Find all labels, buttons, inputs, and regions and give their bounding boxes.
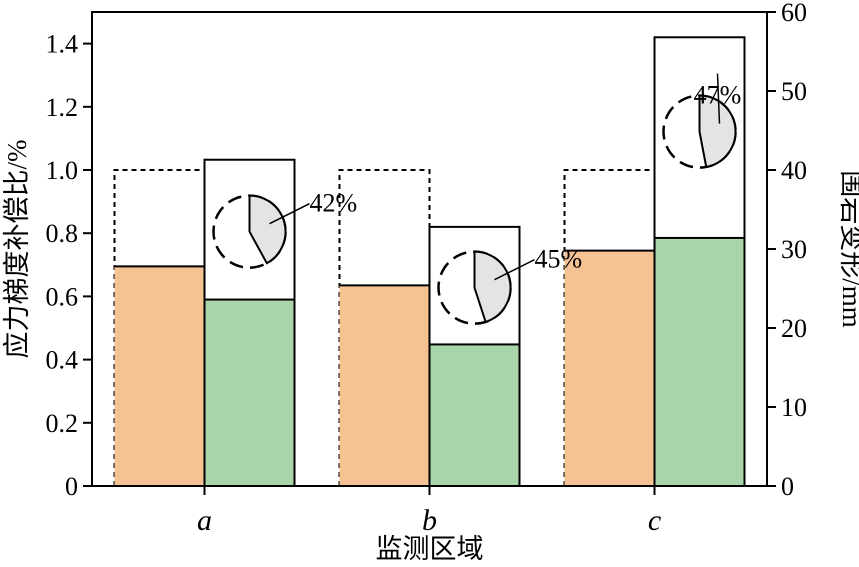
bar-series1 — [339, 285, 430, 486]
y-tick-label: 0.4 — [46, 346, 79, 375]
x-tick-label: a — [197, 504, 212, 537]
y2-tick-label: 10 — [781, 393, 807, 422]
y-tick-label: 0.8 — [46, 219, 79, 248]
pie-slice — [248, 194, 287, 265]
x-axis-title: 监测区域 — [376, 534, 484, 564]
y-tick-label: 1.4 — [46, 30, 79, 59]
y2-axis-title: 围岩变形/mm — [837, 170, 859, 328]
x-tick-label: c — [648, 504, 661, 537]
pie-percent-label: 45% — [535, 245, 583, 274]
pie-slice — [698, 94, 737, 169]
y2-tick-label: 20 — [781, 314, 807, 343]
pie-leader-line — [716, 73, 721, 124]
y-tick-label: 0.2 — [46, 409, 79, 438]
bar-series1 — [564, 250, 655, 486]
bar-series1 — [114, 266, 205, 486]
y2-tick-label: 50 — [781, 77, 807, 106]
bar-series2 — [653, 236, 746, 487]
pie-leader-line — [494, 258, 535, 281]
y-axis-title: 应力梯度补偿比/% — [2, 140, 32, 359]
y-tick-label: 1.0 — [46, 156, 79, 185]
y2-tick-label: 0 — [781, 472, 794, 501]
y-tick-label: 0.6 — [46, 282, 79, 311]
y2-tick-label: 60 — [781, 0, 807, 27]
bars-layer — [113, 36, 746, 487]
y2-tick-label: 30 — [781, 235, 807, 264]
x-axis: a b c — [197, 486, 661, 537]
bar-series2 — [428, 343, 521, 487]
pie-percent-label: 47% — [694, 81, 742, 110]
y-tick-label: 1.2 — [46, 93, 79, 122]
right-axis: 0 10 20 30 40 50 60 — [767, 0, 807, 501]
pie-slice — [473, 250, 512, 324]
bar-series2 — [203, 298, 296, 487]
x-tick-label: b — [422, 504, 437, 537]
y-tick-label: 0 — [65, 472, 78, 501]
left-axis: 0 0.2 0.4 0.6 0.8 1.0 1.2 1.4 — [46, 30, 92, 501]
y2-tick-label: 40 — [781, 156, 807, 185]
pies-layer: 42% 45% 47% — [212, 73, 742, 325]
pie-percent-label: 42% — [310, 189, 358, 218]
pie-leader-line — [269, 202, 310, 225]
